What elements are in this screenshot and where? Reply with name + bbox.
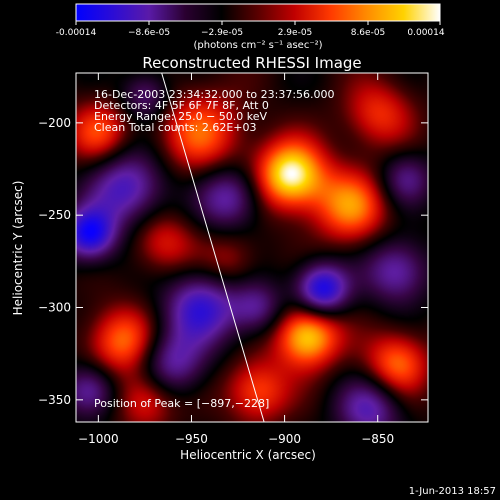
y-tick-label: −250 bbox=[38, 208, 71, 222]
x-tick-label: −1000 bbox=[78, 432, 119, 446]
heatmap-container bbox=[76, 73, 428, 422]
colorbar-ticks bbox=[75, 21, 441, 25]
y-axis-ticks bbox=[76, 122, 428, 401]
info-clean-counts: Clean Total counts: 2.62E+03 bbox=[94, 121, 257, 134]
info-time-range: 16-Dec-2003 23:34:32.000 to 23:37:56.000 bbox=[94, 88, 335, 101]
colorbar-tick-label: 2.9e-05 bbox=[278, 28, 313, 38]
y-axis-label: Heliocentric Y (arcsec) bbox=[11, 181, 25, 316]
y-tick-labels: −200 −250 −300 −350 bbox=[38, 116, 71, 407]
colorbar-tick-label: -0.00014 bbox=[56, 28, 97, 38]
x-tick-label: −900 bbox=[268, 432, 301, 446]
observation-info: 16-Dec-2003 23:34:32.000 to 23:37:56.000… bbox=[94, 88, 335, 134]
y-tick-label: −300 bbox=[38, 301, 71, 315]
solar-limb-line bbox=[161, 73, 265, 422]
chart-title: Reconstructed RHESSI Image bbox=[142, 54, 361, 72]
x-tick-labels: −1000 −950 −900 −850 bbox=[78, 432, 394, 446]
colorbar-tick-label: −2.9e-05 bbox=[201, 28, 243, 38]
colorbar bbox=[75, 3, 441, 22]
colorbar-tick-labels: -0.00014 −8.6e-05 −2.9e-05 2.9e-05 8.6e-… bbox=[56, 28, 445, 38]
colorbar-tick-label: 8.6e-05 bbox=[351, 28, 386, 38]
footer-timestamp: 1-Jun-2013 18:57 bbox=[409, 486, 496, 497]
x-axis-label: Heliocentric X (arcsec) bbox=[180, 448, 316, 462]
x-tick-label: −850 bbox=[361, 432, 394, 446]
info-energy-range: Energy Range: 25.0 − 50.0 keV bbox=[94, 110, 268, 123]
x-axis-ticks bbox=[97, 73, 379, 422]
colorbar-unit-label: (photons cm⁻² s⁻¹ asec⁻²) bbox=[193, 40, 322, 51]
info-detectors: Detectors: 4F 5F 6F 7F 8F, Att 0 bbox=[94, 99, 269, 112]
plot-frame bbox=[75, 72, 429, 423]
x-tick-label: −950 bbox=[175, 432, 208, 446]
colorbar-tick-label: 0.00014 bbox=[407, 28, 444, 38]
colorbar-tick-label: −8.6e-05 bbox=[128, 28, 170, 38]
y-tick-label: −200 bbox=[38, 116, 71, 130]
y-tick-label: −350 bbox=[38, 393, 71, 407]
heatmap-image bbox=[76, 73, 428, 422]
peak-position-label: Position of Peak = [−897,−228] bbox=[94, 397, 269, 410]
